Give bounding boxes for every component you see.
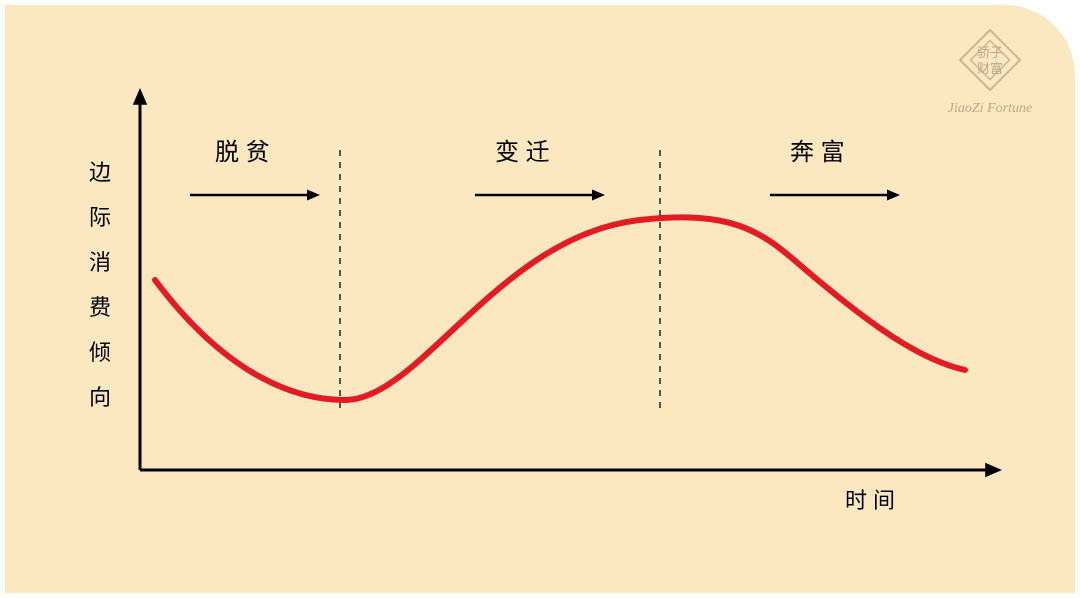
y-axis-label-char: 费 — [89, 295, 111, 320]
watermark-text-line1: 骄子 — [977, 45, 1003, 60]
y-axis-label-char: 倾 — [89, 340, 111, 365]
x-axis-label: 时 间 — [845, 488, 895, 513]
watermark-text-line2: 财富 — [977, 61, 1003, 76]
y-axis-label-char: 边 — [89, 160, 111, 185]
card-background — [5, 5, 1075, 593]
watermark-subtext: JiaoZi Fortune — [948, 101, 1032, 116]
y-axis-label-char: 消 — [89, 250, 111, 275]
y-axis-label-char: 际 — [89, 205, 111, 230]
phase-label: 脱 贫 — [215, 139, 270, 166]
y-axis-label-char: 向 — [89, 385, 111, 410]
phase-label: 奔 富 — [790, 139, 845, 166]
phase-label: 变 迁 — [495, 139, 550, 166]
